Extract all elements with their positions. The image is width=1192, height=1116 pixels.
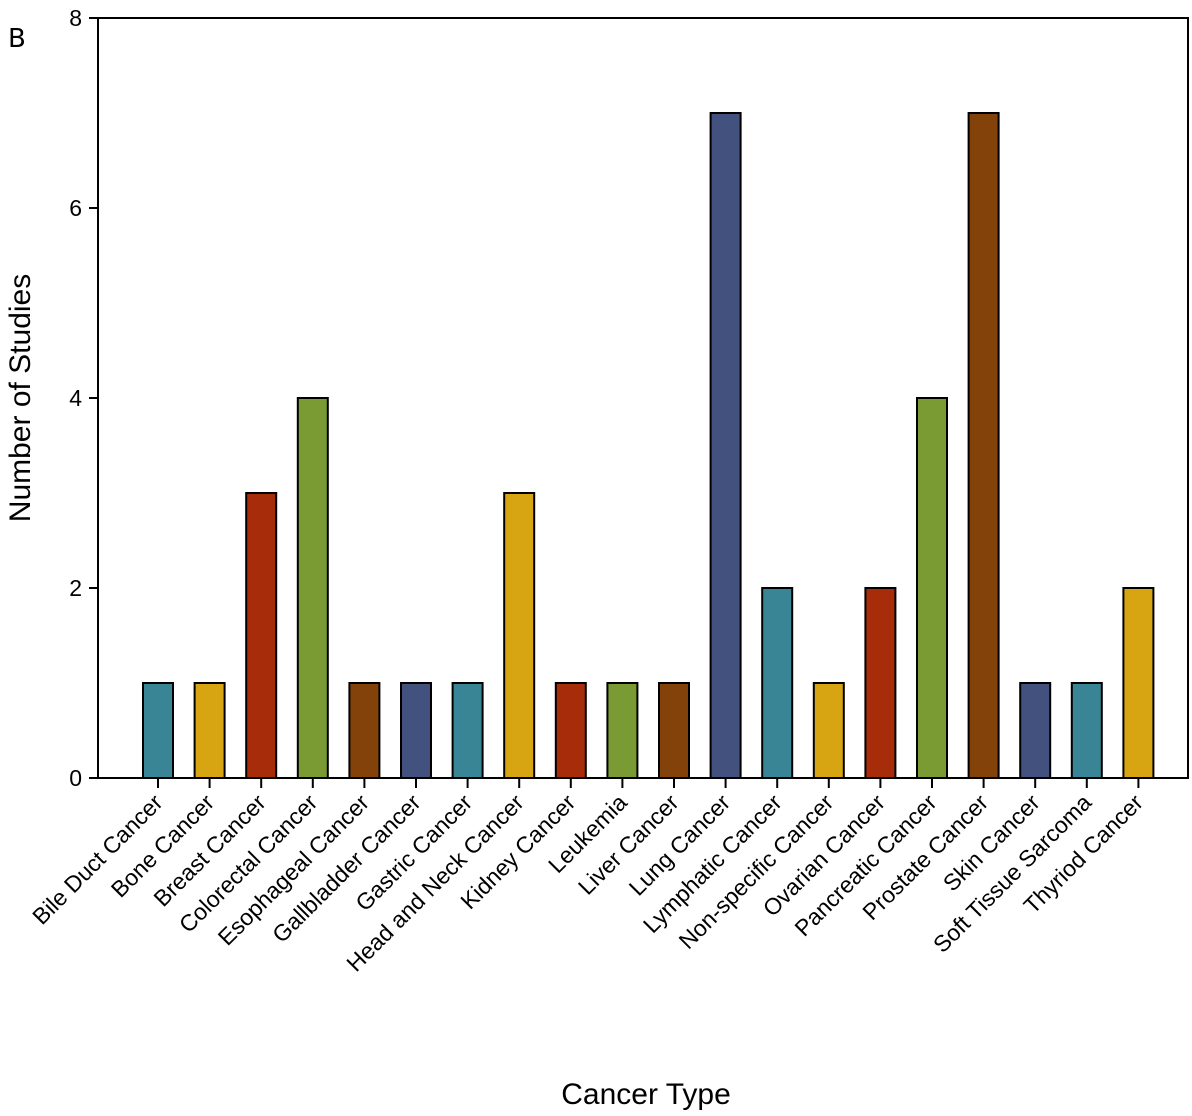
bar-gallbladder-cancer (400, 682, 432, 779)
bars-group (142, 112, 1155, 779)
bar-kidney-cancer (554, 682, 587, 779)
bar-lymphatic-cancer (761, 587, 794, 779)
bar-head-and-neck-cancer (503, 492, 536, 779)
bar-liver-cancer (658, 682, 690, 779)
x-axis-title: Cancer Type (561, 1078, 731, 1111)
y-axis-title: Number of Studies (4, 274, 37, 522)
bar-gastric-cancer (451, 682, 484, 779)
y-axis: 0 2 4 6 8 (69, 5, 98, 791)
bar-thyriod-cancer (1122, 587, 1155, 779)
bar-non-specific-cancer (812, 682, 845, 779)
bar-lung-cancer (709, 112, 742, 779)
y-tick-label: 2 (69, 575, 82, 601)
bar-skin-cancer (1019, 682, 1052, 779)
y-tick-label: 4 (69, 385, 82, 411)
y-tick-label: 6 (69, 195, 82, 221)
bar-esophageal-cancer (348, 682, 381, 779)
bar-soft-tissue-sarcoma (1070, 682, 1103, 779)
panel-label: B (8, 24, 26, 54)
y-tick-label: 8 (69, 5, 82, 31)
bar-prostate-cancer (967, 112, 1000, 779)
bar-ovarian-cancer (864, 587, 897, 779)
bar-colorectal-cancer (296, 397, 329, 779)
bar-bone-cancer (193, 682, 226, 779)
bar-bile-duct-cancer (142, 682, 174, 779)
bar-pancreatic-cancer (916, 397, 948, 779)
y-tick-label: 0 (69, 765, 82, 791)
bar-leukemia (606, 682, 639, 779)
bar-breast-cancer (245, 492, 278, 779)
